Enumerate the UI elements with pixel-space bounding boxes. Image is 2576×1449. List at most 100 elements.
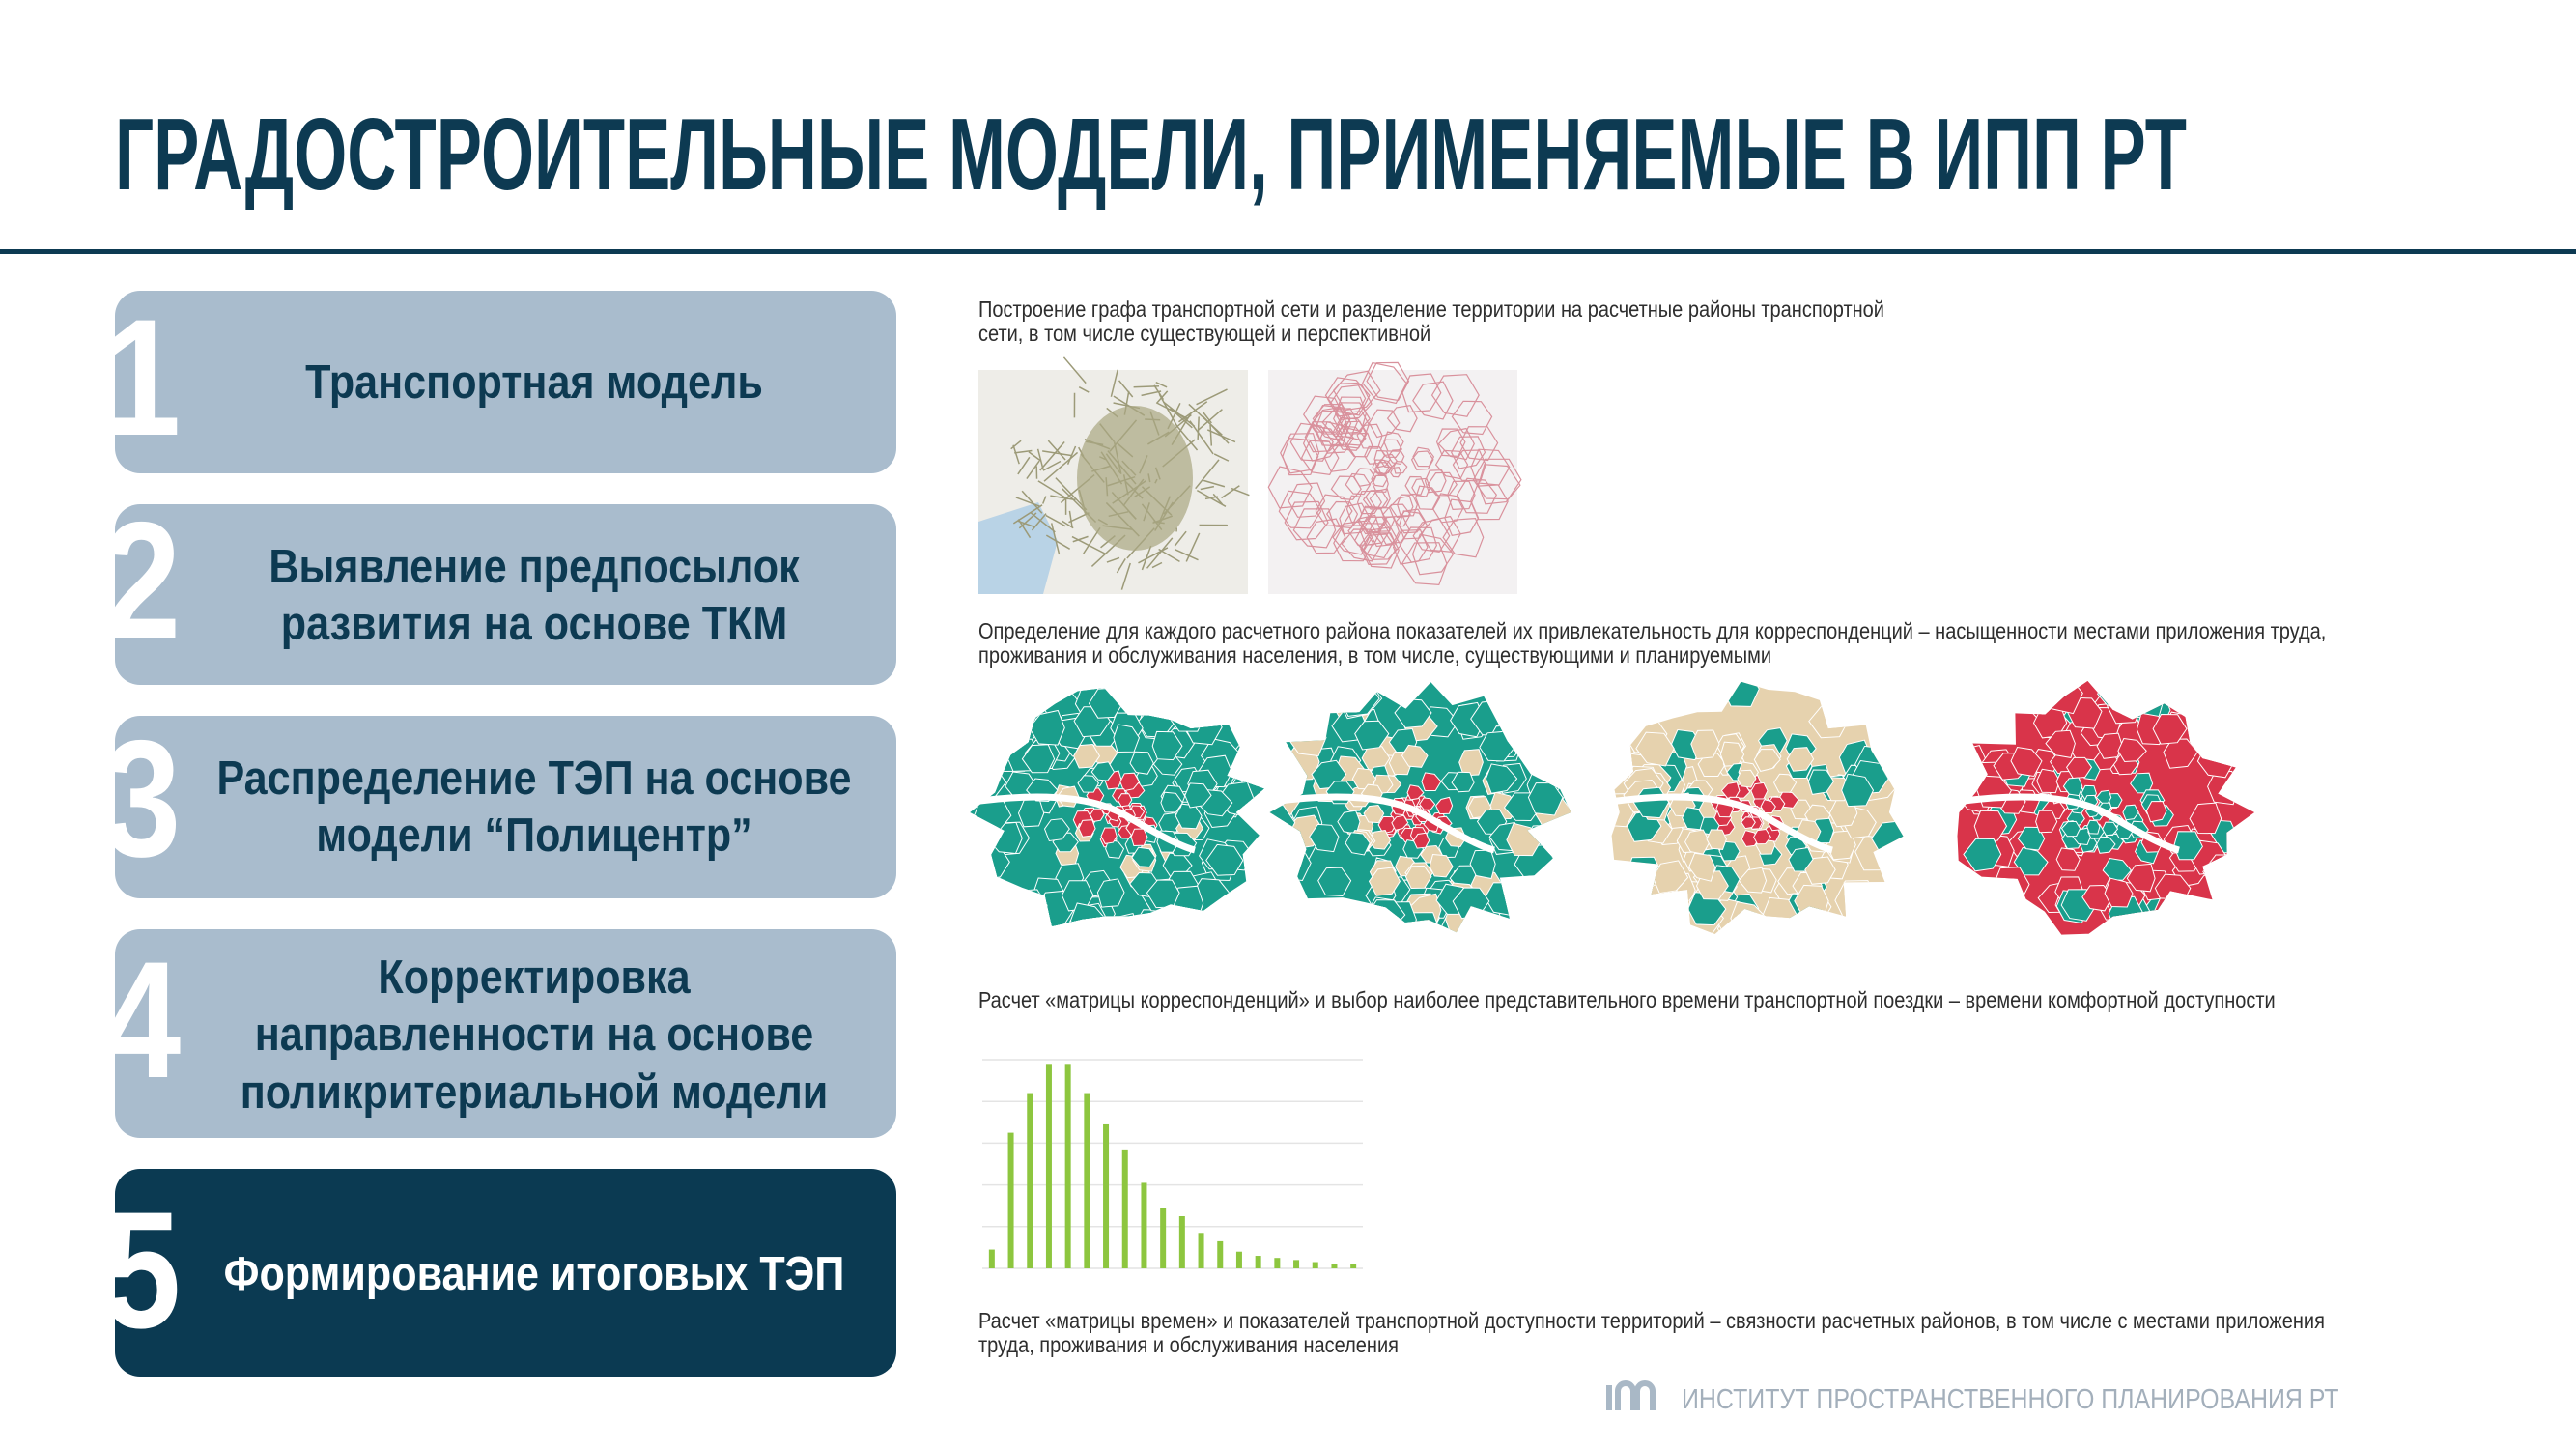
road bbox=[1155, 382, 1168, 388]
road bbox=[1042, 460, 1062, 471]
zone bbox=[1451, 400, 1493, 436]
bar bbox=[1255, 1256, 1261, 1268]
road bbox=[1155, 390, 1169, 405]
footer-org: ИНСТИТУТ ПРОСТРАНСТВЕННОГО ПЛАНИРОВАНИЯ … bbox=[1682, 1383, 2339, 1414]
bar bbox=[1084, 1093, 1090, 1268]
district bbox=[2189, 802, 2222, 835]
road bbox=[1039, 441, 1065, 471]
district bbox=[2045, 729, 2076, 758]
zone bbox=[1390, 466, 1402, 478]
zone bbox=[1431, 493, 1464, 524]
district bbox=[1368, 867, 1401, 896]
district bbox=[1963, 838, 2002, 872]
district bbox=[1485, 763, 1518, 794]
river bbox=[1956, 793, 2180, 854]
road bbox=[1120, 562, 1131, 590]
district bbox=[2152, 713, 2188, 745]
district bbox=[1421, 772, 1442, 791]
zone bbox=[1393, 461, 1408, 474]
district bbox=[1841, 773, 1875, 808]
road bbox=[1010, 440, 1022, 450]
district bbox=[1690, 729, 1720, 760]
district bbox=[1753, 749, 1781, 772]
step-label: Формирование итоговых ТЭП bbox=[224, 1246, 845, 1299]
zone bbox=[1278, 490, 1322, 529]
step-box bbox=[115, 291, 896, 473]
road bbox=[1151, 561, 1163, 569]
zone bbox=[1470, 448, 1511, 487]
zone bbox=[1451, 436, 1486, 469]
step-number-group: 4 bbox=[115, 929, 181, 1113]
bar bbox=[1235, 1251, 1242, 1268]
zone bbox=[1333, 402, 1371, 435]
district bbox=[2117, 737, 2147, 763]
zone bbox=[1373, 449, 1392, 469]
district bbox=[1131, 846, 1156, 868]
district bbox=[1419, 797, 1436, 810]
road bbox=[1030, 511, 1056, 533]
road bbox=[1110, 369, 1118, 397]
step-label: поликритериальной модели bbox=[241, 1065, 829, 1118]
zone bbox=[1366, 361, 1410, 402]
map-zones bbox=[1267, 361, 1522, 586]
district bbox=[2102, 821, 2119, 837]
bar bbox=[988, 1249, 995, 1268]
road bbox=[1061, 520, 1074, 529]
zone bbox=[1347, 514, 1381, 546]
road bbox=[1062, 356, 1087, 384]
zone bbox=[1404, 475, 1426, 496]
district bbox=[1017, 799, 1045, 828]
step-number-group: 3 bbox=[102, 706, 181, 892]
zone bbox=[1368, 409, 1401, 439]
road bbox=[1162, 401, 1196, 428]
road bbox=[1015, 497, 1041, 508]
step-label: направленности на основе bbox=[255, 1007, 813, 1060]
zone bbox=[1362, 532, 1400, 569]
road bbox=[1043, 451, 1079, 482]
bar bbox=[1064, 1064, 1071, 1268]
district bbox=[1117, 793, 1133, 808]
map-water bbox=[978, 502, 1058, 594]
zone bbox=[1289, 422, 1334, 462]
district bbox=[1363, 804, 1385, 824]
road bbox=[1014, 449, 1033, 454]
zone bbox=[1410, 450, 1434, 470]
step-number-group: 2 bbox=[102, 488, 181, 673]
district bbox=[1973, 810, 2008, 843]
road bbox=[1213, 453, 1230, 462]
district bbox=[1451, 771, 1475, 793]
step-box bbox=[115, 716, 896, 898]
zone bbox=[1359, 516, 1391, 546]
zone bbox=[1447, 480, 1476, 511]
zone bbox=[1386, 405, 1418, 433]
zone bbox=[1412, 381, 1454, 420]
road bbox=[1175, 424, 1199, 451]
road bbox=[1021, 490, 1043, 514]
bar bbox=[1160, 1208, 1167, 1268]
road bbox=[1175, 548, 1199, 561]
district bbox=[1688, 852, 1716, 882]
road bbox=[1106, 556, 1120, 563]
zone bbox=[1345, 495, 1374, 524]
district bbox=[2081, 884, 2113, 912]
step-box bbox=[115, 504, 896, 685]
road bbox=[1158, 393, 1178, 427]
zone bbox=[1312, 404, 1352, 442]
step-number: 2 bbox=[102, 488, 181, 673]
road bbox=[1042, 450, 1072, 457]
zone bbox=[1304, 421, 1344, 453]
zone bbox=[1401, 373, 1442, 413]
district bbox=[1786, 747, 1815, 772]
bar bbox=[1331, 1264, 1338, 1268]
step-number: 3 bbox=[102, 706, 181, 892]
river bbox=[1609, 793, 1833, 854]
district bbox=[1184, 782, 1212, 809]
road bbox=[1200, 485, 1215, 491]
road bbox=[1050, 495, 1076, 501]
district bbox=[1804, 856, 1836, 885]
district bbox=[1100, 827, 1118, 844]
bar bbox=[1312, 1262, 1318, 1268]
zone bbox=[1452, 449, 1486, 482]
zone bbox=[1371, 471, 1388, 488]
step-label: модели “Полицентр” bbox=[316, 808, 751, 861]
